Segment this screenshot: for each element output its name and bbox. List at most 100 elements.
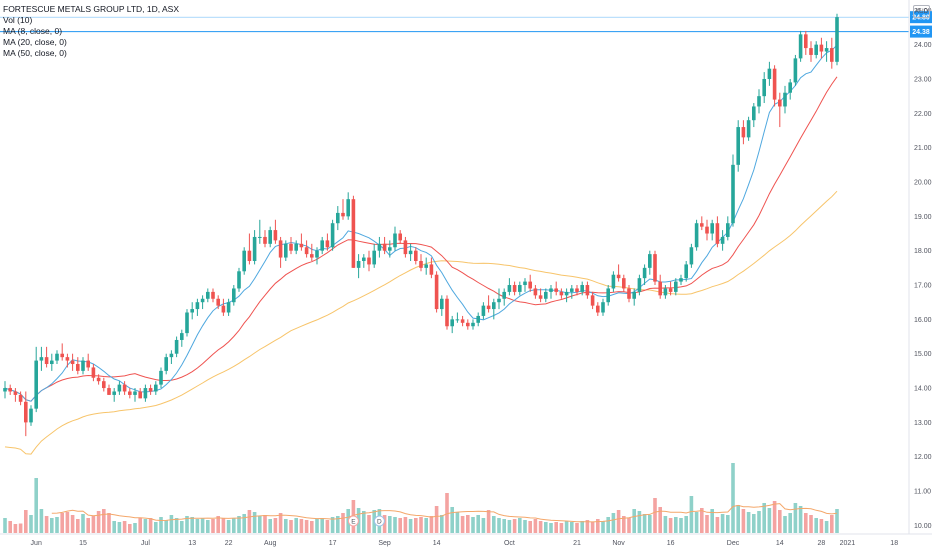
volume-bar bbox=[648, 515, 652, 533]
volume-bar bbox=[471, 517, 475, 533]
candle bbox=[122, 381, 127, 395]
candle-body bbox=[403, 240, 408, 255]
volume-bar bbox=[237, 516, 241, 533]
candle bbox=[91, 364, 96, 382]
volume-bar bbox=[460, 516, 465, 533]
volume-bar bbox=[159, 517, 163, 533]
candle bbox=[3, 381, 7, 399]
candle bbox=[107, 384, 111, 395]
candle-body bbox=[112, 391, 116, 395]
volume-bar bbox=[362, 511, 366, 533]
candle-body bbox=[221, 305, 226, 313]
volume-bar bbox=[658, 507, 662, 533]
candle bbox=[710, 219, 714, 241]
indicator-ma-20[interactable]: MA (20, close, 0) bbox=[3, 37, 67, 47]
symbol-title[interactable]: FORTESCUE METALS GROUP LTD, 1D, ASX bbox=[3, 4, 180, 14]
candle-body bbox=[414, 250, 418, 261]
candle-body bbox=[242, 250, 246, 272]
candle bbox=[564, 288, 569, 303]
price-axis[interactable]: 10.00 11.00 12.00 13.00 14.00 15.00 16.00 17.00… bbox=[914, 8, 932, 530]
event-marker-d[interactable]: D bbox=[373, 515, 385, 527]
candle bbox=[804, 30, 808, 55]
volume-bar bbox=[689, 496, 694, 533]
candle bbox=[497, 288, 501, 310]
volume-bar bbox=[133, 523, 137, 533]
candle bbox=[720, 230, 725, 251]
volume-bar bbox=[705, 515, 709, 533]
volume-bar bbox=[278, 513, 283, 533]
time-tick-label: Dec bbox=[727, 540, 740, 547]
candle-body bbox=[731, 164, 735, 224]
indicator-volume[interactable]: Vol (10) bbox=[3, 15, 33, 25]
volume-bar bbox=[398, 518, 402, 533]
candle bbox=[590, 291, 595, 310]
volume-bar bbox=[814, 518, 818, 533]
candle-body bbox=[596, 305, 600, 313]
candle-body bbox=[538, 295, 543, 299]
candle-body bbox=[549, 288, 553, 292]
candle-body bbox=[440, 298, 444, 310]
volume-ma-line bbox=[51, 503, 838, 523]
candle bbox=[830, 37, 834, 69]
candle-body bbox=[648, 254, 652, 268]
volume-bar bbox=[778, 510, 782, 533]
candle-body bbox=[351, 199, 356, 268]
volume-bar bbox=[788, 513, 792, 533]
price-tick-label: 14.00 bbox=[914, 386, 932, 393]
volume-bar bbox=[632, 509, 636, 533]
candle bbox=[299, 233, 304, 251]
volume-bar bbox=[382, 515, 387, 533]
current-price-badge[interactable]: 24.38 bbox=[910, 25, 932, 38]
event-marker-label: D bbox=[377, 519, 382, 526]
candle-body bbox=[450, 319, 454, 327]
candle bbox=[642, 264, 647, 286]
candle-body bbox=[39, 357, 44, 361]
candle-body bbox=[819, 44, 824, 52]
candle-body bbox=[377, 243, 382, 251]
currency-label[interactable]: AUD bbox=[913, 5, 930, 18]
candle-body bbox=[398, 233, 402, 241]
volume-bar bbox=[419, 517, 423, 533]
candle-body bbox=[252, 236, 257, 261]
candle-body bbox=[783, 92, 787, 107]
event-marker-label: E bbox=[351, 519, 356, 526]
volume-bar bbox=[50, 518, 54, 533]
candle bbox=[102, 377, 106, 392]
price-tick-label: 18.00 bbox=[914, 248, 932, 255]
candle bbox=[133, 388, 137, 402]
candle-body bbox=[310, 254, 314, 258]
candle-body bbox=[486, 305, 491, 310]
candle bbox=[419, 254, 423, 272]
candle-body bbox=[341, 212, 345, 217]
candle-body bbox=[154, 384, 158, 392]
candle-body bbox=[81, 360, 85, 371]
time-tick-label: 28 bbox=[818, 540, 826, 547]
candle-body bbox=[804, 34, 808, 49]
volume-bar bbox=[169, 515, 174, 533]
volume-bar bbox=[91, 516, 96, 533]
volume-bar bbox=[824, 521, 829, 533]
volume-bar bbox=[8, 521, 12, 533]
candle bbox=[408, 243, 413, 261]
candle bbox=[388, 240, 392, 258]
event-marker-e[interactable]: E bbox=[347, 515, 359, 527]
indicator-ma-50[interactable]: MA (50, close, 0) bbox=[3, 48, 67, 58]
volume-bar bbox=[596, 519, 600, 533]
candle-body bbox=[159, 370, 163, 385]
candle bbox=[752, 103, 756, 128]
candle bbox=[278, 236, 283, 268]
volume-bar bbox=[174, 518, 179, 533]
volume-bar bbox=[226, 520, 231, 533]
candle bbox=[580, 281, 584, 296]
candle-body bbox=[346, 199, 350, 217]
candle bbox=[679, 274, 683, 286]
candle bbox=[180, 329, 184, 347]
candle-body bbox=[830, 48, 834, 62]
candle bbox=[8, 384, 12, 395]
volume-bar bbox=[367, 515, 371, 533]
candle-body bbox=[211, 291, 215, 299]
indicator-ma-8[interactable]: MA (8, close, 0) bbox=[3, 26, 63, 36]
time-axis[interactable]: Jun 15 Jul 13 22 Aug 17 Sep 14 Oct 21 Nov 16 Dec 14 28 2… bbox=[31, 540, 899, 547]
volume-bar bbox=[674, 517, 678, 533]
